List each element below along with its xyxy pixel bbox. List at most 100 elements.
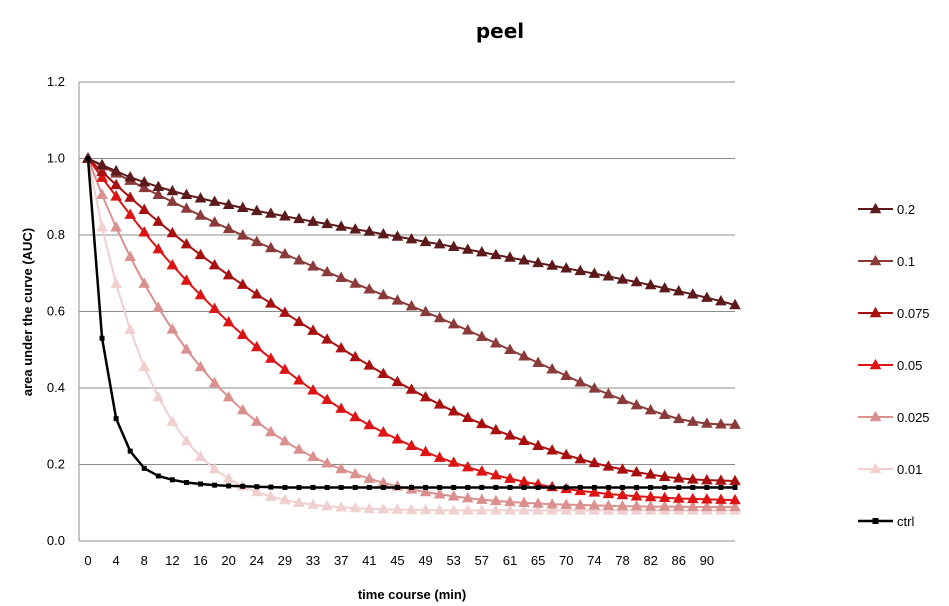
data-point xyxy=(268,484,274,490)
data-point xyxy=(194,209,207,220)
data-point xyxy=(433,451,446,462)
data-point xyxy=(732,484,738,490)
x-tick-label: 20 xyxy=(221,553,235,568)
data-point xyxy=(504,343,516,354)
data-point xyxy=(729,298,741,310)
data-point xyxy=(479,484,485,490)
data-point xyxy=(433,398,446,409)
data-point xyxy=(405,233,418,244)
data-point xyxy=(687,288,699,299)
data-point xyxy=(208,195,221,206)
data-point xyxy=(236,229,249,240)
data-point xyxy=(644,403,657,415)
data-point xyxy=(490,423,502,435)
data-point xyxy=(532,478,544,489)
legend-label: 0.025 xyxy=(897,410,930,425)
x-tick-label: 86 xyxy=(672,553,686,568)
data-point xyxy=(113,416,119,422)
data-point xyxy=(605,484,611,490)
data-point xyxy=(279,434,291,446)
data-point xyxy=(152,215,165,226)
data-point xyxy=(293,315,305,327)
data-point xyxy=(152,301,165,312)
data-point xyxy=(447,456,460,467)
gridlines xyxy=(79,81,735,465)
data-point xyxy=(391,375,404,387)
data-point xyxy=(293,443,305,454)
data-point xyxy=(324,484,330,490)
data-point xyxy=(447,504,460,515)
data-point xyxy=(687,492,699,504)
data-point xyxy=(461,491,474,503)
series-0.2 xyxy=(82,152,741,310)
data-point xyxy=(363,283,376,294)
data-point xyxy=(335,220,347,231)
data-point xyxy=(546,498,558,509)
data-point xyxy=(616,393,629,405)
y-tick-label: 0.0 xyxy=(47,533,65,548)
data-point xyxy=(391,503,404,514)
data-point xyxy=(476,246,488,257)
data-point xyxy=(476,465,488,476)
data-point xyxy=(602,499,615,511)
data-point xyxy=(166,195,179,206)
data-point xyxy=(222,198,235,209)
x-tick-label: 57 xyxy=(475,553,489,568)
data-point xyxy=(110,221,122,232)
data-point xyxy=(124,250,136,262)
data-point xyxy=(433,488,446,499)
data-point xyxy=(560,262,573,273)
data-point xyxy=(321,265,333,277)
data-point xyxy=(377,426,390,437)
data-point xyxy=(335,271,347,283)
legend-marker xyxy=(869,410,882,422)
data-point xyxy=(265,241,277,253)
data-point xyxy=(560,369,573,380)
data-point xyxy=(419,503,432,515)
data-point xyxy=(715,418,727,429)
legend-marker xyxy=(869,202,882,214)
data-point xyxy=(141,465,147,471)
data-point xyxy=(222,316,235,327)
data-point xyxy=(293,374,305,385)
x-tick-label: 61 xyxy=(503,553,517,568)
data-point xyxy=(352,484,358,490)
x-tick-label: 8 xyxy=(141,553,148,568)
data-point xyxy=(279,363,291,374)
data-point xyxy=(194,450,207,462)
data-point xyxy=(644,500,657,511)
data-point xyxy=(166,226,179,238)
data-point xyxy=(166,259,179,270)
x-tick-label: 74 xyxy=(587,553,601,568)
data-point xyxy=(518,504,530,515)
data-point xyxy=(577,484,583,490)
data-point xyxy=(250,340,263,352)
data-point xyxy=(307,215,319,226)
data-point xyxy=(236,201,249,213)
data-point xyxy=(138,226,151,237)
data-point xyxy=(208,259,221,270)
data-point xyxy=(616,273,629,284)
data-point xyxy=(180,274,193,285)
data-point xyxy=(307,260,319,271)
x-tick-label: 4 xyxy=(113,553,120,568)
data-point xyxy=(180,188,193,200)
data-point xyxy=(152,242,165,254)
data-point xyxy=(335,501,347,512)
data-point xyxy=(504,495,516,507)
data-point xyxy=(630,275,643,287)
data-point xyxy=(493,484,499,490)
legend-marker xyxy=(872,518,879,524)
data-point xyxy=(729,500,741,512)
series-0.075 xyxy=(82,152,741,486)
data-point xyxy=(504,429,516,440)
legend-label: 0.01 xyxy=(897,462,922,477)
data-point xyxy=(419,305,432,317)
data-point xyxy=(461,324,474,335)
data-point xyxy=(110,277,122,289)
legend-item: 0.1 xyxy=(858,254,915,269)
data-point xyxy=(588,382,601,393)
x-tick-label: 70 xyxy=(559,553,573,568)
series-0.01 xyxy=(82,152,741,515)
data-point xyxy=(687,500,699,512)
